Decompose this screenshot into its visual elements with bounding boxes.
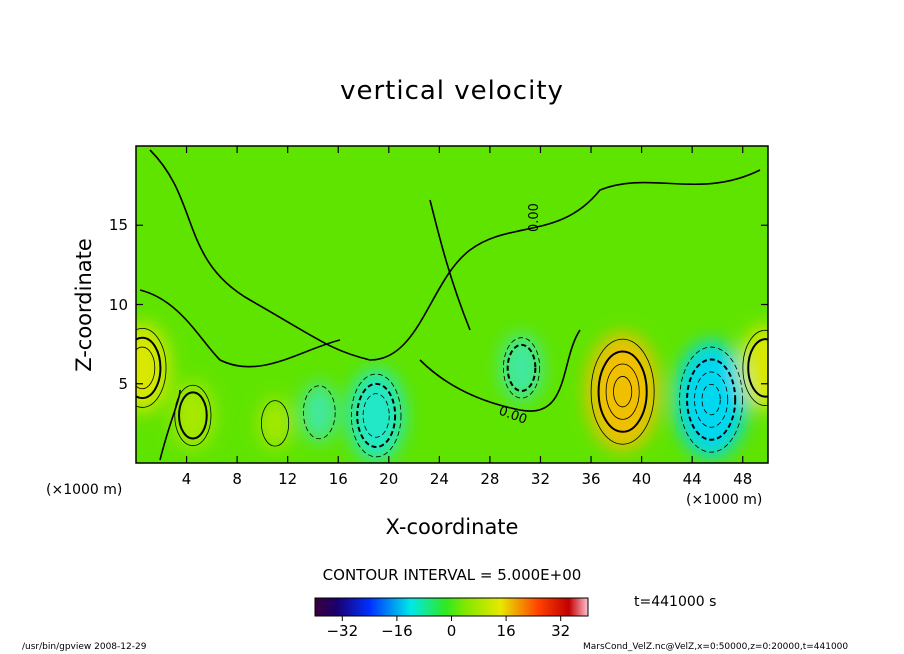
- contour-interval-text: CONTOUR INTERVAL = 5.000E+00: [322, 566, 582, 584]
- x-tick-label: 36: [581, 470, 601, 488]
- contour-ring: [136, 327, 167, 408]
- x-unit-label-right: (×1000 m): [686, 492, 763, 508]
- contour-zero-line: [159, 389, 181, 461]
- contour-ring: [260, 400, 290, 447]
- x-tick-label: 40: [632, 470, 652, 488]
- x-unit-label-left: (×1000 m): [46, 482, 123, 498]
- x-tick-label: 8: [232, 470, 242, 488]
- field-background: [136, 146, 768, 463]
- field-patch: [301, 382, 338, 442]
- colorbar-tick-label: −16: [381, 622, 413, 640]
- contour-ring: [136, 346, 156, 390]
- contour-ring: [178, 391, 208, 440]
- footer-left: /usr/bin/gpview 2008-12-29: [22, 642, 147, 652]
- contour-ring: [747, 338, 768, 398]
- time-label: t=441000 s: [634, 594, 717, 610]
- x-tick-label: 28: [480, 470, 500, 488]
- colorbar: [314, 597, 589, 617]
- x-tick-label: 12: [278, 470, 298, 488]
- contour-ring: [613, 376, 633, 408]
- contour-zero-line: [419, 329, 581, 412]
- field-patch: [347, 369, 405, 462]
- x-axis-label: X-coordinate: [385, 515, 519, 539]
- contour-ring: [506, 343, 537, 392]
- field-patch: [136, 323, 170, 413]
- x-tick-label: 32: [530, 470, 551, 488]
- x-tick-label: 16: [328, 470, 348, 488]
- y-tick-label: 10: [108, 295, 128, 314]
- x-tick-label: 20: [379, 470, 399, 488]
- field-patch: [259, 397, 291, 449]
- contour-ring: [350, 373, 402, 458]
- contour-ring: [686, 358, 737, 441]
- x-tick-label: 44: [682, 470, 702, 488]
- x-tick-label: 24: [429, 470, 449, 488]
- contour-ring: [590, 338, 655, 445]
- y-tick-label: 5: [118, 374, 128, 393]
- contour-ring: [701, 383, 721, 416]
- contour-zero-line: [429, 199, 471, 331]
- contour-ring: [502, 337, 541, 399]
- contour-ring: [679, 346, 744, 453]
- x-tick-label: 48: [733, 470, 753, 488]
- contour-ring: [356, 382, 397, 449]
- colorbar-tick-label: 16: [496, 622, 516, 640]
- x-tick-label: 4: [181, 470, 192, 488]
- contour-ring: [597, 350, 648, 433]
- contour-ring: [362, 393, 390, 438]
- contour-ring: [174, 384, 212, 447]
- contour-zero-line: [149, 149, 761, 361]
- contour-ring: [302, 385, 336, 440]
- contour-ring: [136, 336, 162, 400]
- colorbar-tick-label: −32: [326, 622, 359, 640]
- contour-zero-line: [139, 289, 341, 368]
- y-tick-label: 15: [108, 216, 128, 235]
- contour-ring: [605, 363, 640, 420]
- contour-ring: [742, 329, 768, 406]
- chart-title: vertical velocity: [340, 76, 564, 106]
- footer-right: MarsCond_VelZ.nc@VelZ,x=0:50000,z=0:2000…: [583, 642, 849, 652]
- contour-label: 0.00: [527, 203, 542, 232]
- field-patch: [674, 340, 748, 459]
- field-patch: [586, 332, 659, 451]
- colorbar-tick-label: 0: [446, 622, 457, 640]
- contour-ring: [694, 371, 729, 428]
- y-axis-label: Z-coordinate: [72, 238, 96, 372]
- colorbar-tick-label: 32: [551, 622, 571, 640]
